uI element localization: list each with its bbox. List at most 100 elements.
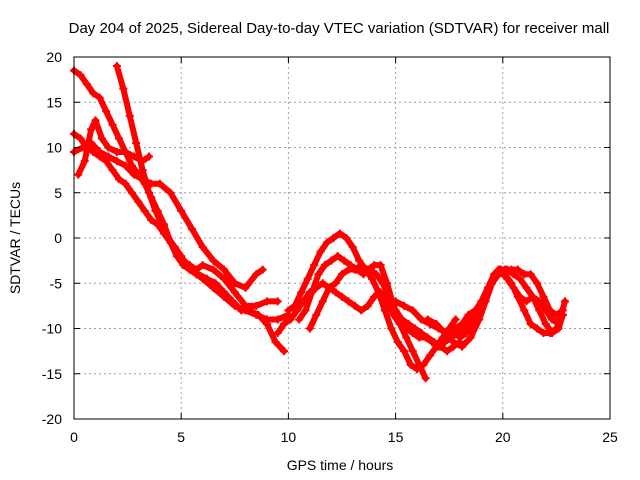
data-point — [303, 274, 312, 283]
data-point — [145, 188, 154, 197]
data-point — [177, 206, 186, 215]
data-point — [305, 324, 314, 333]
data-point — [451, 315, 460, 324]
data-point — [230, 279, 239, 288]
data-point — [528, 292, 537, 301]
data-point — [383, 279, 392, 288]
x-axis-label: GPS time / hours — [287, 457, 394, 473]
data-point — [350, 265, 359, 274]
y-tick-label: 15 — [46, 94, 62, 110]
data-point — [348, 243, 357, 252]
data-point — [209, 265, 218, 274]
data-point — [408, 347, 417, 356]
data-point — [533, 279, 542, 288]
data-point — [104, 152, 113, 161]
data-point — [522, 297, 531, 306]
data-point — [179, 256, 188, 265]
data-point — [526, 270, 535, 279]
data-point — [395, 319, 404, 328]
data-point — [140, 206, 149, 215]
data-point — [333, 252, 342, 261]
data-point — [445, 329, 454, 338]
data-point — [127, 188, 136, 197]
data-point — [280, 347, 289, 356]
data-point — [314, 270, 323, 279]
data-point — [342, 234, 351, 242]
data-point — [121, 179, 130, 188]
x-tick-label: 25 — [602, 429, 618, 445]
data-point — [380, 306, 389, 315]
data-point — [138, 157, 147, 166]
y-tick-label: -20 — [42, 411, 62, 427]
data-point — [406, 360, 415, 369]
x-tick-label: 5 — [177, 429, 185, 445]
data-points — [70, 62, 569, 383]
data-point — [241, 283, 250, 292]
data-point — [338, 270, 346, 279]
data-point — [91, 116, 100, 125]
data-point — [331, 288, 340, 297]
data-point — [331, 279, 340, 288]
chart-title: Day 204 of 2025, Sidereal Day-to-day VTE… — [69, 20, 610, 37]
data-point — [363, 301, 372, 310]
data-point — [273, 297, 282, 306]
axis-ticks: 0 5 10 15 20 25 -20 -15 -10 -5 0 5 10 15 20 — [42, 49, 618, 445]
data-point — [312, 310, 321, 319]
data-point — [363, 265, 372, 274]
data-point — [312, 283, 321, 292]
data-point — [166, 238, 175, 247]
data-point — [130, 152, 139, 161]
data-point — [147, 215, 156, 224]
data-point — [258, 265, 267, 274]
data-point — [338, 292, 346, 301]
data-point — [220, 265, 229, 274]
data-point — [376, 261, 385, 270]
data-point — [515, 274, 524, 283]
series-trace — [71, 130, 281, 309]
data-point — [421, 374, 430, 383]
data-point — [89, 89, 98, 98]
data-point — [357, 306, 366, 315]
data-point — [425, 351, 434, 360]
data-point — [368, 274, 377, 283]
data-point — [434, 342, 443, 351]
data-point — [115, 134, 124, 143]
data-point — [522, 283, 531, 292]
data-point — [132, 138, 141, 147]
data-point — [428, 338, 437, 347]
data-point — [455, 333, 464, 342]
data-point — [299, 297, 308, 306]
data-point — [76, 134, 85, 143]
data-point — [318, 279, 327, 288]
data-point — [280, 319, 289, 328]
data-point — [252, 301, 261, 310]
data-point — [271, 338, 280, 347]
data-point — [458, 342, 467, 351]
data-point — [393, 338, 402, 347]
data-point — [121, 148, 130, 157]
data-point — [295, 315, 304, 324]
data-point — [520, 306, 529, 315]
data-point — [423, 315, 432, 324]
data-point — [466, 333, 475, 342]
data-point — [462, 329, 471, 338]
data-point — [151, 206, 160, 215]
data-point — [262, 297, 271, 306]
data-point — [166, 188, 175, 197]
data-point — [102, 107, 111, 116]
data-point — [400, 347, 409, 356]
data-point — [198, 243, 207, 252]
x-tick-label: 0 — [70, 429, 78, 445]
data-point — [220, 288, 229, 297]
series-trace — [71, 139, 266, 291]
data-point — [535, 297, 544, 306]
series-track-b — [112, 62, 289, 356]
data-point — [344, 297, 353, 306]
data-point — [500, 270, 509, 279]
data-point — [115, 175, 124, 184]
data-point — [125, 111, 134, 120]
data-point — [464, 310, 473, 319]
data-point — [545, 329, 554, 338]
data-point — [310, 261, 319, 270]
